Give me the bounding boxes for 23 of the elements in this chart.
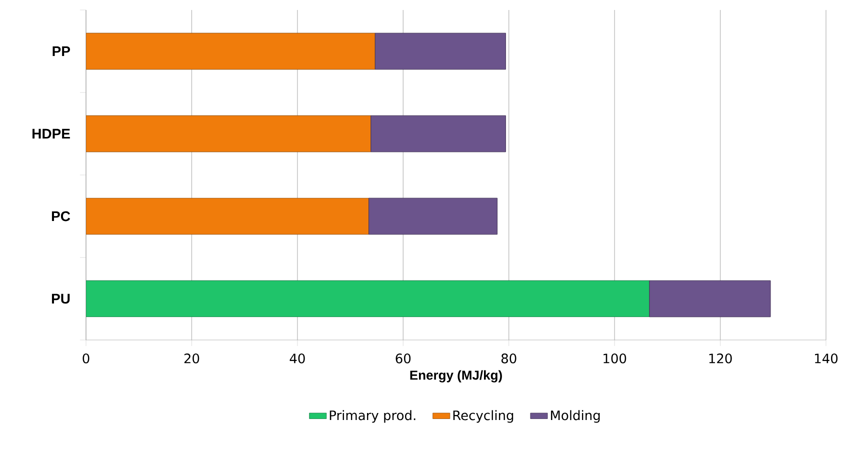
legend-label: Molding bbox=[550, 410, 600, 423]
x-tick-label: 40 bbox=[290, 354, 305, 364]
legend-label: Primary prod. bbox=[330, 410, 416, 423]
x-tick-label: 100 bbox=[604, 354, 626, 364]
y-tick-label: HDPE bbox=[32, 128, 70, 139]
bar bbox=[649, 280, 771, 318]
x-axis-title: Energy (MJ/kg) bbox=[410, 370, 502, 382]
x-tick-label: 0 bbox=[82, 354, 90, 364]
bar bbox=[368, 198, 498, 235]
bar bbox=[86, 198, 370, 235]
bar bbox=[86, 32, 376, 70]
bar bbox=[374, 32, 506, 70]
x-tick-label: 140 bbox=[815, 354, 838, 364]
y-tick-label: PC bbox=[52, 211, 70, 222]
x-tick-label: 60 bbox=[396, 354, 411, 364]
y-tick-label: PP bbox=[52, 46, 70, 56]
bar bbox=[86, 280, 650, 318]
y-tick-label: PU bbox=[52, 294, 70, 304]
bar bbox=[370, 115, 506, 152]
x-tick-label: 80 bbox=[501, 354, 516, 364]
x-tick-label: 120 bbox=[709, 354, 732, 364]
legend-label: Recycling bbox=[453, 410, 514, 423]
x-tick-label: 20 bbox=[184, 354, 200, 364]
